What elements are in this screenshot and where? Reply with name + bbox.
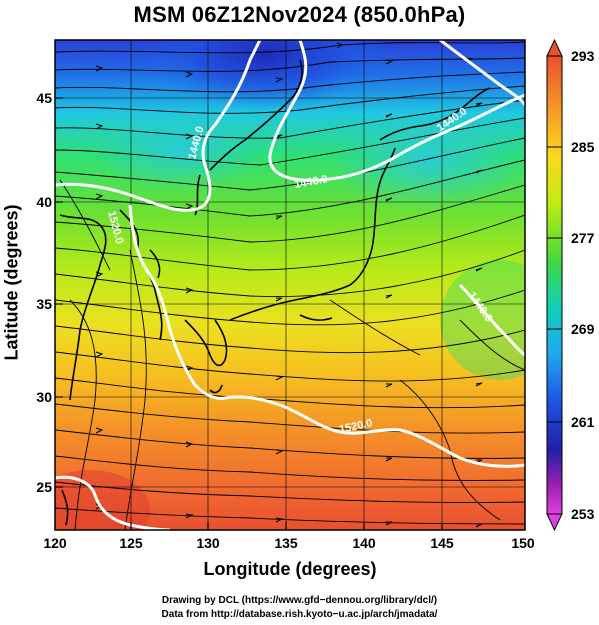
chart-title: MSM 06Z12Nov2024 (850.0hPa) (133, 2, 466, 27)
colorbar-label: 285 (571, 139, 595, 155)
y-tick-label: 35 (36, 296, 52, 312)
colorbar (546, 38, 563, 532)
colorbar-bottom-arrow (546, 513, 563, 532)
y-tick-label: 30 (36, 389, 52, 405)
x-tick-label: 120 (43, 535, 67, 551)
x-axis-title: Longitude (degrees) (203, 559, 377, 579)
x-tick-label: 150 (511, 535, 535, 551)
contour-label: 1440.0 (293, 173, 328, 191)
plot-frame (54, 39, 526, 531)
colorbar-label: 277 (571, 230, 595, 246)
y-tick-label: 25 (36, 479, 52, 495)
wind-arrowheads (95, 57, 483, 528)
y-axis-title: Latitude (degrees) (1, 204, 22, 361)
colorbar-label: 269 (571, 321, 595, 337)
credit-data: Data from http://database.rish.kyoto−u.a… (161, 609, 438, 620)
x-tick-label: 135 (274, 535, 298, 551)
y-tick-label: 40 (36, 194, 52, 210)
x-tick-label: 125 (119, 535, 143, 551)
height-contours (55, 40, 525, 530)
colorbar-label: 253 (571, 506, 595, 522)
colorbar-top-arrow (546, 38, 563, 57)
credit-drawing: Drawing by DCL (https://www.gfd−dennou.o… (161, 595, 438, 606)
x-tick-label: 145 (430, 535, 454, 551)
x-tick-label: 140 (352, 535, 376, 551)
temperature-field (55, 40, 525, 530)
colorbar-label: 261 (571, 414, 595, 430)
y-tick-label: 45 (36, 90, 52, 106)
axis-ticks (54, 97, 526, 530)
x-tick-label: 130 (196, 535, 220, 551)
colorbar-label: 293 (571, 48, 595, 64)
wind-streamlines (55, 41, 525, 530)
